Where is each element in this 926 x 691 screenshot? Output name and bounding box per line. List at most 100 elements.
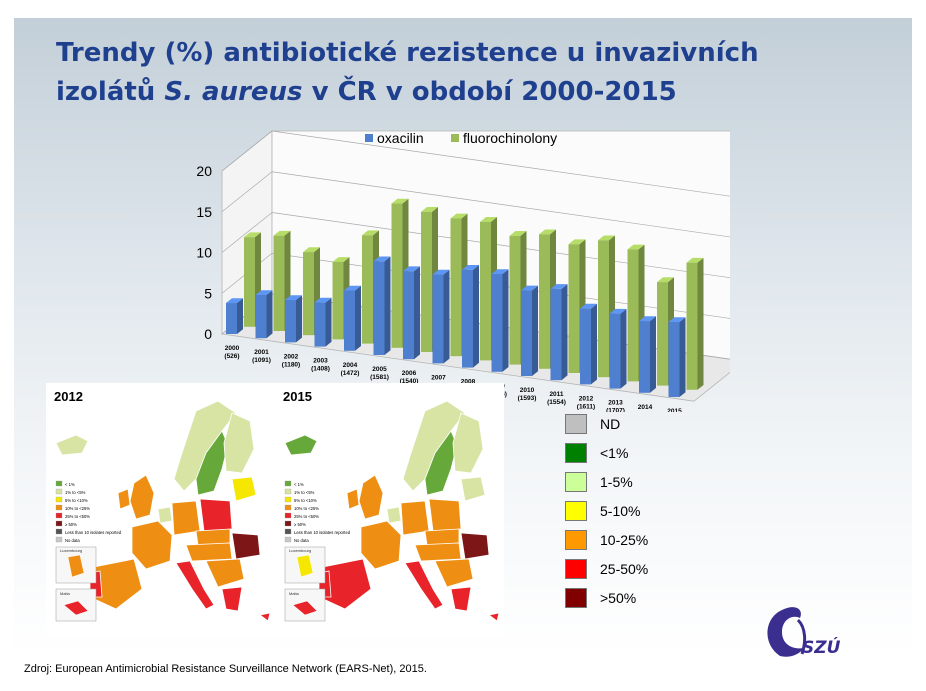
bar-oxacilin-2013-top <box>609 308 627 314</box>
bar-oxacilin-2011-top <box>550 284 568 289</box>
legend-label-5-10: 5-10% <box>600 503 641 519</box>
bar-oxacilin-2014-side <box>650 316 656 393</box>
region-czech-slovakia <box>195 528 231 546</box>
map-legend-swatch <box>284 488 292 495</box>
map-legend-item: No data <box>65 538 80 543</box>
chart-gridline <box>271 212 730 279</box>
map-legend-swatch <box>55 480 63 487</box>
x-tick-year: 2005 <box>372 366 387 373</box>
region-poland <box>428 498 462 532</box>
region-greece <box>450 586 472 612</box>
map-legend-item: 25% to <50% <box>294 514 319 519</box>
bar-fluorochinolony-2005-front <box>391 203 403 348</box>
bar-oxacilin-2013-side <box>620 308 627 389</box>
legend-label-nd: ND <box>600 416 621 432</box>
map-legend-item: < 1% <box>294 482 304 487</box>
x-tick-count: (1091) <box>252 357 271 364</box>
legend-swatch-1-5 <box>565 472 587 492</box>
bar-fluorochinolony-2004-front <box>362 235 373 344</box>
bar-oxacilin-2007-top <box>432 269 450 275</box>
bar-fluorochinolony-2014-front <box>657 282 668 386</box>
bar-oxacilin-2011-side <box>561 284 568 381</box>
map-legend-item: 1% to <5% <box>65 490 86 495</box>
chart-gridline-side <box>221 130 273 172</box>
bar-fluorochinolony-2013-front <box>627 249 639 382</box>
bar-oxacilin-2004-side <box>355 285 361 351</box>
x-tick-count: (1581) <box>370 374 389 381</box>
bar-oxacilin-2001 <box>255 290 273 339</box>
bar-oxacilin-2014-front <box>639 321 650 393</box>
bar-fluorochinolony-2015-top <box>686 257 704 263</box>
bar-fluorochinolony-2005-top <box>391 198 409 204</box>
bar-oxacilin-2008-top <box>462 265 479 270</box>
x-tick-year: 2002 <box>284 353 299 360</box>
bar-oxacilin-2000 <box>226 298 243 334</box>
bar-oxacilin-2009 <box>491 269 509 372</box>
map-legend-item: 10% to <25% <box>65 506 90 511</box>
bar-oxacilin-2005-top <box>373 256 391 262</box>
bar-oxacilin-2001-side <box>266 290 273 339</box>
map-legend-swatch <box>284 528 292 535</box>
bar-oxacilin-2000-front <box>226 303 237 334</box>
x-tick-count: (526) <box>224 353 239 360</box>
bar-oxacilin-2006 <box>403 266 420 360</box>
bar-oxacilin-2005-side <box>384 256 391 355</box>
x-tick-year: 2011 <box>549 391 563 398</box>
bar-fluorochinolony-2007-front <box>450 218 462 357</box>
region-czech-slovakia <box>424 528 460 546</box>
bar-oxacilin-2005 <box>373 256 391 355</box>
legend-label-gt50: >50% <box>600 590 637 606</box>
bar-oxacilin-2010 <box>521 285 538 376</box>
x-tick-year: 2000 <box>225 345 240 352</box>
bar-oxacilin-2009-side <box>502 269 509 372</box>
bar-oxacilin-2014 <box>639 316 656 393</box>
bar-oxacilin-2004-front <box>344 290 355 351</box>
inset-luxembourg-shape <box>67 554 85 578</box>
map-legend-swatch <box>284 504 292 511</box>
region-france <box>360 520 402 570</box>
bar-fluorochinolony-2003-front <box>332 261 344 340</box>
region-finland <box>452 412 484 474</box>
bar-oxacilin-2009-top <box>491 269 509 274</box>
region-italy <box>175 560 215 610</box>
bar-fluorochinolony-2015-side <box>697 257 704 390</box>
region-benelux <box>386 506 402 524</box>
region-austria-hungary <box>414 542 462 562</box>
bar-fluorochinolony-2009-front <box>509 235 521 365</box>
bar-oxacilin-2010-front <box>521 290 532 376</box>
bar-fluorochinolony-2000-top <box>244 232 261 238</box>
bar-chart-svg: 0 5 10 15 20 2000(526) 2001(1091) 2002(1180) 200… <box>196 130 730 412</box>
bar-oxacilin-2011-front <box>550 288 562 381</box>
szu-logo: SZÚ <box>758 598 864 670</box>
slide-title: Trendy (%) antibiotické rezistence u inv… <box>56 34 886 112</box>
legend-label-25-50: 25-50% <box>600 561 649 577</box>
map-year-2015: 2015 <box>283 389 312 404</box>
bar-fluorochinolony-2003-top <box>332 257 350 262</box>
x-tick-year: 2004 <box>343 362 358 369</box>
map-legend-item: ≥ 50% <box>65 522 77 527</box>
x-tick-count: (1472) <box>341 370 360 377</box>
inset-luxembourg-label: Luxembourg <box>289 548 311 553</box>
map-legend-swatch <box>55 504 63 511</box>
region-austria-hungary <box>185 542 233 562</box>
europe-map-2012: < 1% 1% to <5% 5% to <10% 10% to <25% 25% to… <box>55 400 271 622</box>
map-legend-item: 5% to <10% <box>294 498 317 503</box>
map-panel-2015: < 1% 1% to <5% 5% to <10% 10% to <25% 25% to… <box>275 383 504 637</box>
y-tick-label: 0 <box>204 326 212 342</box>
map-legend-swatch <box>284 536 292 543</box>
bar-oxacilin-2010-side <box>532 285 538 376</box>
map-legend-swatch <box>284 496 292 503</box>
x-tick-year: 2013 <box>608 400 623 407</box>
x-tick-year: 2014 <box>638 404 653 411</box>
legend-row-5-10: 5-10% <box>565 501 685 523</box>
region-germany <box>400 500 430 536</box>
bar-oxacilin-2012-front <box>580 308 591 385</box>
bar-oxacilin-2002 <box>285 295 302 343</box>
map-legend-swatch <box>55 488 63 495</box>
legend-swatch-5-10 <box>565 501 587 521</box>
logo-leaf-shape <box>767 607 804 657</box>
bar-fluorochinolony-2002-top <box>303 247 320 253</box>
region-balkans <box>205 558 245 588</box>
bar-oxacilin-2006-front <box>403 271 414 360</box>
bar-oxacilin-2012-side <box>591 303 597 385</box>
